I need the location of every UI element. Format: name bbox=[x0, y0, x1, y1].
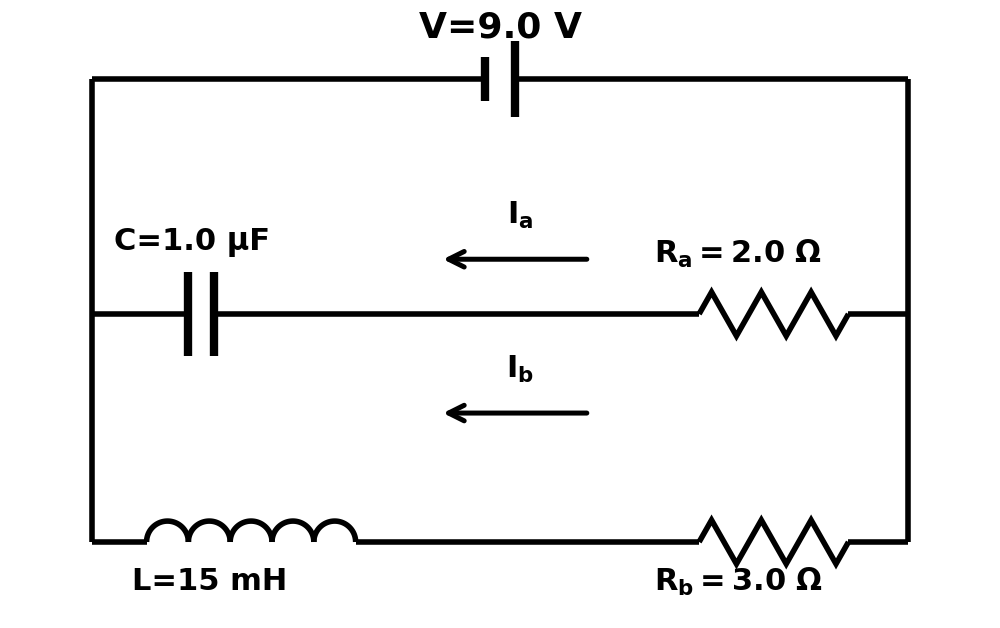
Text: V=9.0 V: V=9.0 V bbox=[419, 10, 582, 44]
Text: C=1.0 μF: C=1.0 μF bbox=[114, 228, 270, 257]
Text: $\mathbf{R_b}$$\mathbf{=3.0\ \Omega}$: $\mathbf{R_b}$$\mathbf{=3.0\ \Omega}$ bbox=[654, 566, 823, 598]
Text: $\mathbf{R_a}$$\mathbf{=2.0\ \Omega}$: $\mathbf{R_a}$$\mathbf{=2.0\ \Omega}$ bbox=[654, 238, 822, 270]
Text: $\mathbf{I_a}$: $\mathbf{I_a}$ bbox=[507, 200, 533, 231]
Text: L=15 mH: L=15 mH bbox=[132, 567, 287, 597]
Text: $\mathbf{I_b}$: $\mathbf{I_b}$ bbox=[506, 354, 534, 385]
